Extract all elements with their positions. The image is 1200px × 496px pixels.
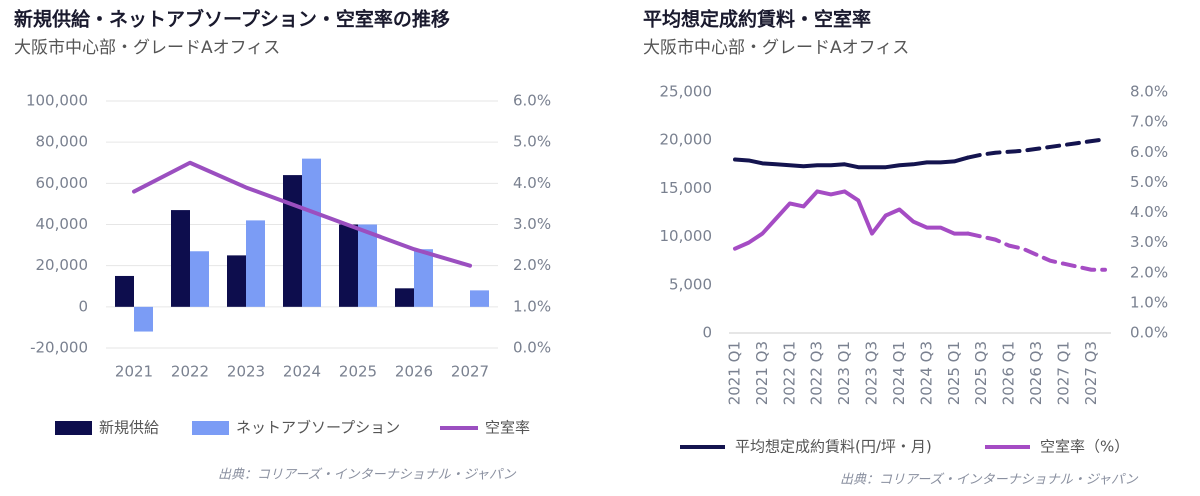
bar: [358, 224, 377, 307]
tick-label: 3.0%: [513, 215, 551, 233]
tick-label: 3.0%: [1130, 233, 1168, 251]
x-tick-label: 2026 Q3: [1027, 341, 1045, 405]
tick-label: 15,000: [660, 179, 713, 197]
line: [965, 137, 1107, 160]
x-tick-label: 2022: [171, 363, 209, 381]
tick-label: 0: [702, 324, 712, 342]
chart-subtitle: 大阪市中心部・グレードAオフィス: [643, 38, 909, 58]
x-tick-label: 2027: [451, 363, 489, 381]
legend-label: 空室率: [485, 419, 530, 437]
bar: [395, 288, 414, 307]
source: 出典：コリアーズ・インターナショナル・ジャパン: [840, 472, 1139, 488]
tick-label: 20,000: [660, 131, 713, 149]
tick-label: 5.0%: [1130, 173, 1168, 191]
tick-label: 20,000: [36, 256, 89, 274]
tick-label: 6.0%: [513, 92, 551, 110]
x-tick-label: 2022 Q1: [780, 341, 798, 405]
bar: [302, 158, 321, 307]
x-tick-label: 2027 Q1: [1054, 341, 1072, 405]
tick-label: 6.0%: [1130, 143, 1168, 161]
tick-label: 80,000: [36, 133, 89, 151]
x-tick-label: 2023: [227, 363, 265, 381]
legend-label: 平均想定成約賃料(円/坪・月): [735, 438, 932, 456]
tick-label: 25,000: [660, 83, 713, 101]
legend-swatch: [192, 421, 229, 435]
tick-label: 5,000: [669, 275, 712, 293]
tick-label: 8.0%: [1130, 83, 1168, 101]
bar: [414, 249, 433, 307]
line: [132, 160, 472, 268]
x-tick-label: 2023 Q3: [863, 341, 881, 405]
tick-label: 0: [78, 297, 88, 315]
bar: [115, 275, 134, 307]
bar: [171, 210, 190, 307]
x-tick-label: 2021: [115, 363, 153, 381]
tick-label: -20,000: [30, 339, 88, 357]
x-tick-label: 2025 Q3: [972, 341, 990, 405]
x-tick-label: 2021 Q1: [726, 341, 744, 405]
x-tick-label: 2024 Q3: [917, 341, 935, 405]
line: [965, 231, 1107, 272]
tick-label: 4.0%: [1130, 203, 1168, 221]
x-tick-label: 2022 Q3: [808, 341, 826, 405]
tick-label: 0.0%: [1130, 324, 1168, 342]
tick-label: 2.0%: [1130, 263, 1168, 281]
legend-swatch: [55, 421, 92, 435]
bar: [190, 251, 209, 307]
tick-label: 2.0%: [513, 256, 551, 274]
legend-label: 新規供給: [99, 419, 159, 437]
tick-label: 100,000: [26, 92, 88, 110]
source: 出典：コリアーズ・インターナショナル・ジャパン: [218, 467, 517, 483]
x-tick-label: 2025: [339, 363, 377, 381]
x-tick-label: 2024 Q1: [890, 341, 908, 405]
tick-label: 60,000: [36, 174, 89, 192]
line: [733, 189, 970, 251]
line: [733, 155, 970, 170]
legend-label: ネットアブソープション: [236, 419, 400, 437]
bar: [134, 306, 153, 332]
x-tick-label: 2023 Q1: [835, 341, 853, 405]
x-tick-label: 2025 Q1: [945, 341, 963, 405]
tick-label: 0.0%: [513, 339, 551, 357]
bar: [227, 255, 246, 307]
x-tick-label: 2024: [283, 363, 321, 381]
chart-title: 新規供給・ネットアブソープション・空室率の推移: [14, 8, 450, 31]
bar: [339, 224, 358, 307]
x-tick-label: 2021 Q3: [753, 341, 771, 405]
tick-label: 7.0%: [1130, 113, 1168, 131]
x-tick-label: 2027 Q3: [1082, 341, 1100, 405]
bar: [246, 220, 265, 307]
legend-label: 空室率（%）: [1040, 438, 1129, 456]
tick-label: 10,000: [660, 227, 713, 245]
tick-label: 5.0%: [513, 133, 551, 151]
bar: [283, 175, 302, 307]
tick-label: 40,000: [36, 215, 89, 233]
chart-title: 平均想定成約賃料・空室率: [643, 8, 871, 31]
x-tick-label: 2026 Q1: [1000, 341, 1018, 405]
tick-label: 4.0%: [513, 174, 551, 192]
tick-label: 1.0%: [513, 297, 551, 315]
chart-subtitle: 大阪市中心部・グレードAオフィス: [14, 38, 280, 58]
tick-label: 1.0%: [1130, 293, 1168, 311]
x-tick-label: 2026: [395, 363, 433, 381]
bar: [470, 290, 489, 307]
